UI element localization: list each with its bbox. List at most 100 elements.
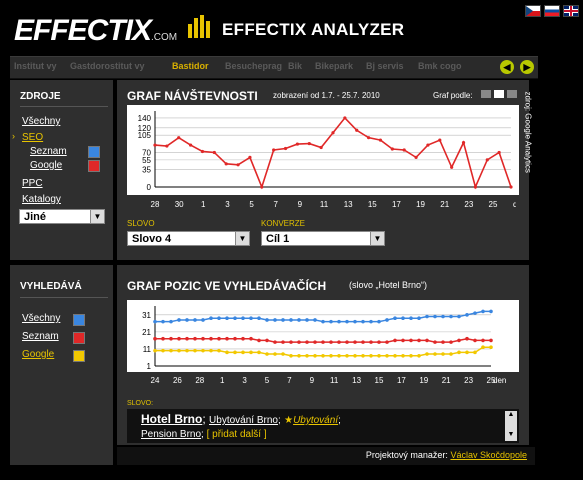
data-point [401,338,405,343]
scroll-up-icon[interactable]: ▲ [507,411,515,418]
data-point [177,336,181,341]
konverze-label: KONVERZE [261,219,306,228]
data-point [353,353,357,358]
keyword-hotel-brno[interactable]: Hotel Brno [141,412,203,426]
data-point [337,353,341,358]
engine-seznam-link[interactable]: Seznam [22,331,59,342]
data-point [209,336,213,341]
x-tick-label: 19 [419,376,428,385]
flag-cz-icon[interactable] [525,5,541,17]
tab-1[interactable]: Institut vy [14,61,57,71]
data-point [433,352,437,356]
flag-sk-icon[interactable] [544,5,560,17]
keyword-pension-brno[interactable]: Pension Brno [141,429,202,440]
data-point [353,319,357,324]
source-google-link[interactable]: Google [30,160,63,171]
keyword-select[interactable]: Slovo 4 ▼ [127,231,250,246]
data-point [265,318,269,322]
data-point [153,319,157,324]
tab-8[interactable]: Bmk cogo [418,61,462,71]
keyword-ubytovani-brno[interactable]: Ubytování Brno [209,415,278,426]
data-point [193,348,197,353]
data-point [165,144,169,148]
google-color-swatch[interactable] [88,160,100,172]
x-tick-label: 1 [201,200,206,209]
data-point [225,336,229,341]
conversion-select[interactable]: Cíl 1 ▼ [261,231,385,246]
view-day-icon[interactable] [481,90,491,98]
data-point [225,350,229,355]
data-point [438,138,442,142]
source-seznam-link[interactable]: Seznam [30,146,67,157]
x-tick-label: 5 [249,200,254,209]
manager-name-link[interactable]: Václav Skočdopole [450,450,527,460]
positions-subtitle: (slovo „Hotel Brno“) [349,280,428,290]
source-catalogs-link[interactable]: Katalogy [22,194,61,205]
data-point [189,143,193,147]
x-tick-label: 28 [151,200,160,209]
data-point [321,340,325,344]
y-tick-label: 140 [138,114,152,123]
tab-6[interactable]: Bikepark [315,61,354,71]
x-unit-label: den [493,376,506,385]
y-tick-label: 55 [142,156,151,165]
keywords-scrollbar[interactable]: ▲ ▼ [505,411,517,441]
data-point [161,319,165,324]
keywords-box: Hotel Brno; Ubytování Brno; ★Ubytování; … [127,409,519,443]
add-keyword-link[interactable]: [ přidat další ] [206,429,267,440]
tab-7[interactable]: Bj servis [366,61,404,71]
view-month-icon[interactable] [507,90,517,98]
data-point [161,336,165,341]
all-color-swatch[interactable] [73,314,85,326]
data-point [441,314,445,319]
data-point [345,353,349,358]
data-point [233,336,237,341]
tab-scroll-left-icon[interactable]: ◀ [500,60,514,74]
engines-heading: VYHLEDÁVÁ [20,281,82,292]
data-point [433,314,437,319]
sidebar-search-engines: VYHLEDÁVÁ Všechny Seznam Google [10,265,113,465]
seznam-color-swatch[interactable] [88,146,100,158]
y-tick-label: 105 [138,131,152,140]
data-point [489,338,493,343]
positions-chart-area: 1 11 21 31 [127,300,519,372]
source-all-link[interactable]: Všechny [22,116,61,127]
x-tick-label: 7 [287,376,292,385]
visits-panel: GRAF NÁVŠTEVNOSTI zobrazení od 1.7. - 25… [117,80,529,260]
data-point [425,338,429,343]
engine-all-link[interactable]: Všechny [22,313,61,324]
data-point [305,318,309,322]
keyword-ubytovani[interactable]: Ubytování [293,415,339,426]
source-ppc-link[interactable]: PPC [22,178,43,189]
x-tick-label: 17 [392,200,401,209]
data-point [473,338,477,343]
data-point [385,353,389,358]
data-point [414,155,418,159]
data-source-note: zdroj: Google Analytics [523,91,533,173]
tab-scroll-right-icon[interactable]: ▶ [520,60,534,74]
view-week-icon[interactable] [494,90,504,98]
source-other-select[interactable]: Jiné ▼ [19,209,105,224]
y-tick-label: 11 [143,345,152,354]
engine-google-link[interactable]: Google [22,349,55,360]
data-point [153,348,157,353]
x-tick-label: 13 [352,376,361,385]
seznam-engine-swatch[interactable] [73,332,85,344]
positions-x-axis: 24 26 28 1 3 5 7 9 11 13 15 17 19 21 23 25 den [121,374,516,386]
tab-2[interactable]: Gastdorostitut vy [70,61,145,71]
tab-4[interactable]: Besucheprag [225,61,283,71]
google-engine-swatch[interactable] [73,350,85,362]
scroll-down-icon[interactable]: ▼ [507,431,515,438]
data-point [289,353,293,358]
data-point [409,353,413,358]
tab-active[interactable]: Bastidor [172,61,209,71]
data-point [224,162,228,166]
data-point [345,340,349,344]
tab-5[interactable]: Bik [288,61,303,71]
visits-chart-title: GRAF NÁVŠTEVNOSTI [127,89,258,103]
flag-gb-icon[interactable] [563,5,579,17]
x-tick-label: 24 [151,376,160,385]
chevron-down-icon: ▼ [90,210,104,223]
source-seo-link[interactable]: SEO [22,132,44,143]
